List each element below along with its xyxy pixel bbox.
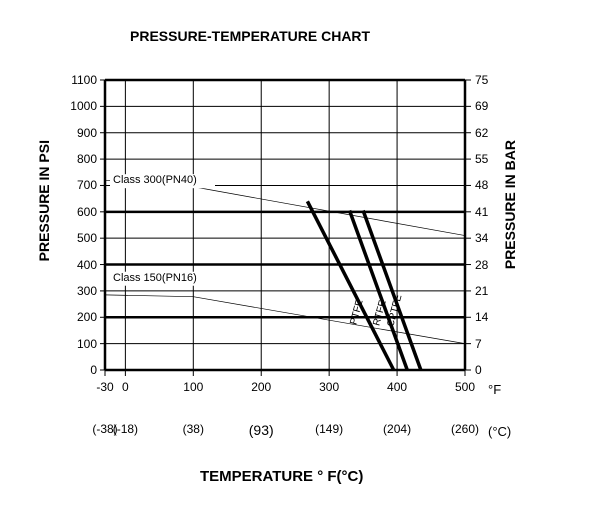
series-label-class150: Class 150(PN16) — [113, 272, 197, 284]
tick: 14 — [475, 310, 488, 324]
tick: 300 — [319, 380, 339, 394]
tick: 500 — [455, 380, 475, 394]
tick: 100 — [77, 337, 97, 351]
tick: 34 — [475, 231, 488, 245]
tick: 1100 — [71, 73, 97, 87]
tick: 75 — [475, 73, 488, 87]
tick: 7 — [475, 337, 482, 351]
tick: 200 — [77, 310, 97, 324]
tick: (260) — [451, 422, 479, 436]
tick: 800 — [77, 152, 97, 166]
tick: 300 — [77, 284, 97, 298]
tick: (149) — [315, 422, 343, 436]
tick: 400 — [77, 258, 97, 272]
tick: 69 — [475, 99, 488, 113]
tick: 900 — [77, 126, 97, 140]
tick: 1000 — [70, 99, 97, 113]
tick: 200 — [251, 380, 271, 394]
tick: 400 — [387, 380, 407, 394]
tick: 0 — [475, 363, 482, 377]
tick: 0 — [122, 380, 129, 394]
series-label-class300: Class 300(PN40) — [113, 174, 197, 186]
tick: 500 — [77, 231, 97, 245]
tick: (-18) — [113, 422, 138, 436]
tick: 62 — [475, 126, 488, 140]
tick: 41 — [475, 205, 488, 219]
tick: 0 — [90, 363, 97, 377]
tick: (38) — [183, 422, 204, 436]
tick: 100 — [183, 380, 203, 394]
tick: 55 — [475, 152, 488, 166]
tick: (93) — [249, 422, 274, 438]
tick: -30 — [96, 380, 113, 394]
tick: 21 — [475, 284, 488, 298]
tick: 28 — [475, 258, 488, 272]
tick: 700 — [77, 178, 97, 192]
tick: (204) — [383, 422, 411, 436]
tick: 48 — [475, 178, 488, 192]
tick: 600 — [77, 205, 97, 219]
